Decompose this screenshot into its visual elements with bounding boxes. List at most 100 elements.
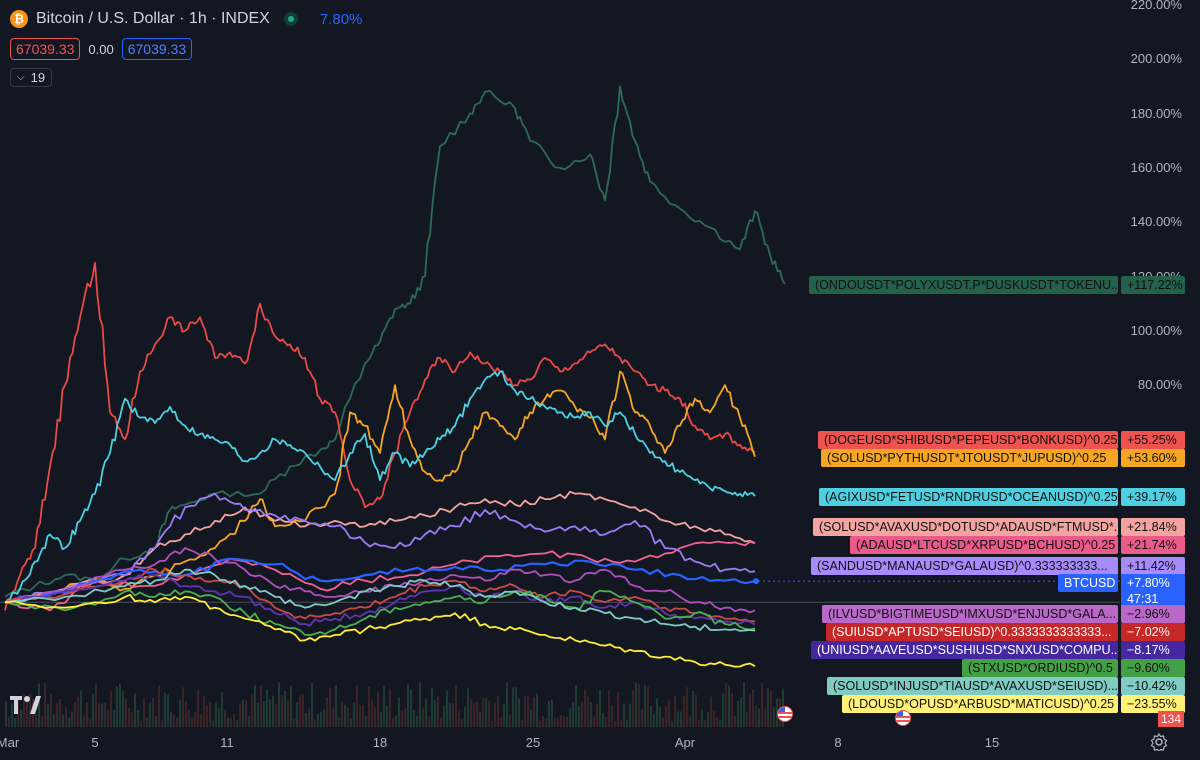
volume-bar — [140, 720, 142, 727]
volume-bar — [659, 707, 661, 727]
series-name-label[interactable]: (AGIXUSD*FETUSD*RNDRUSD*OCEANUSD)^0.25 — [819, 488, 1118, 506]
tradingview-logo-icon[interactable] — [10, 694, 46, 716]
volume-bar — [431, 687, 433, 727]
volume-bar — [161, 720, 163, 727]
volume-bar — [497, 696, 499, 727]
volume-bar — [581, 702, 583, 727]
volume-bar — [377, 691, 379, 727]
series-name-label[interactable]: (DOGEUSD*SHIBUSD*PEPEUSD*BONKUSD)^0.25 — [818, 431, 1118, 449]
volume-bar — [458, 711, 460, 727]
volume-bar — [524, 696, 526, 727]
series-value-label: +55.25% — [1121, 431, 1185, 449]
volume-bar — [710, 696, 712, 727]
series-name-label[interactable]: (ONDOUSDT*POLYXUSDT.P*DUSKUSDT*TOKENU... — [809, 276, 1118, 294]
series-line[interactable] — [4, 492, 756, 604]
volume-bar — [368, 686, 370, 727]
volume-bar — [8, 716, 10, 727]
volume-bar — [467, 688, 469, 727]
volume-bar — [227, 717, 229, 727]
us-flag-event-icon[interactable] — [777, 706, 793, 722]
series-line[interactable] — [4, 567, 756, 623]
indicators-toggle-button[interactable]: ⌵ 19 — [10, 68, 53, 87]
series-line[interactable] — [4, 540, 756, 612]
series-line[interactable] — [4, 589, 756, 636]
volume-bar — [59, 699, 61, 727]
series-value-label: −7.02% — [1121, 623, 1185, 641]
series-line[interactable] — [4, 370, 756, 605]
series-name-label[interactable]: (SOLUSD*AVAXUSD*DOTUSD*ADAUSD*FTMUSD*... — [813, 518, 1118, 536]
volume-bar — [503, 703, 505, 727]
volume-bar — [539, 720, 541, 727]
volume-bar — [41, 716, 43, 727]
volume-bar — [293, 718, 295, 727]
series-name-label[interactable]: (SUIUSD*APTUSD*SEIUSD)^0.3333333333333..… — [826, 623, 1118, 641]
price-row: 67039.33 0.00 67039.33 — [10, 38, 193, 60]
market-status-icon[interactable] — [283, 12, 298, 26]
volume-bar — [221, 692, 223, 727]
volume-bar — [257, 702, 259, 727]
volume-bar — [386, 705, 388, 727]
volume-bar — [461, 718, 463, 727]
series-name-label[interactable]: (SOLUSD*PYTHUSDT*JTOUSDT*JUPUSD)^0.25 — [821, 449, 1118, 467]
volume-bar — [383, 685, 385, 727]
series-name-label[interactable]: (LDOUSD*OPUSD*ARBUSD*MATICUSD)^0.25 — [842, 695, 1118, 713]
y-axis-tick-label: 100.00% — [1130, 322, 1182, 338]
series-name-label[interactable]: (ILVUSD*BIGTIMEUSD*IMXUSD*ENJUSD*GALA... — [822, 605, 1118, 623]
volume-bar — [713, 710, 715, 727]
symbol-title[interactable]: Bitcoin / U.S. Dollar · 1h · INDEX — [36, 10, 270, 27]
series-line[interactable] — [4, 568, 756, 632]
volume-bar — [29, 694, 31, 727]
volume-bar — [302, 693, 304, 727]
volume-bar — [758, 708, 760, 727]
settings-gear-icon[interactable] — [1150, 733, 1168, 751]
series-line[interactable] — [4, 261, 756, 611]
y-axis-tick-label: 160.00% — [1130, 159, 1182, 175]
volume-bar — [119, 683, 121, 727]
volume-bar — [629, 703, 631, 727]
volume-bar — [701, 709, 703, 727]
volume-bar — [98, 703, 100, 727]
volume-bar — [188, 709, 190, 727]
volume-bar — [482, 698, 484, 727]
series-line[interactable] — [4, 593, 756, 668]
volume-bar — [545, 718, 547, 727]
series-name-label[interactable]: (SANDUSD*MANAUSD*GALAUSD)^0.333333333... — [811, 557, 1118, 575]
y-axis-tick-label: 80.00% — [1137, 377, 1182, 393]
volume-bar — [446, 690, 448, 727]
volume-bar — [548, 701, 550, 727]
volume-bar — [371, 699, 373, 727]
series-name-label[interactable]: (UNIUSD*AAVEUSD*SUSHIUSD*SNXUSD*COMPU... — [811, 641, 1118, 659]
series-name-label[interactable]: (ADAUSD*LTCUSD*XRPUSD*BCHUSD)^0.25 — [850, 536, 1118, 554]
volume-bar — [602, 712, 604, 727]
volume-bar — [329, 687, 331, 727]
series-name-label[interactable]: (STXUSD*ORDIUSD)^0.5 — [962, 659, 1118, 677]
indicators-count: 19 — [30, 70, 46, 85]
volume-bar — [668, 700, 670, 727]
volume-bar — [428, 716, 430, 727]
volume-bar — [236, 719, 238, 727]
volume-bar — [716, 717, 718, 727]
volume-bar — [275, 703, 277, 727]
series-line[interactable] — [4, 490, 756, 604]
series-line[interactable] — [4, 547, 756, 614]
series-name-label[interactable]: (SOLUSD*INJUSD*TIAUSD*AVAXUSD*SEIUSD)... — [827, 677, 1118, 695]
volume-bar — [677, 711, 679, 727]
us-flag-event-icon[interactable] — [895, 710, 911, 726]
volume-bar — [278, 682, 280, 727]
series-line[interactable] — [4, 370, 756, 604]
volume-bar — [350, 718, 352, 727]
volume-bar — [578, 706, 580, 727]
series-line[interactable] — [4, 557, 756, 604]
volume-bar — [488, 701, 490, 727]
sell-price-button[interactable]: 67039.33 — [10, 38, 81, 60]
buy-price-button[interactable]: 67039.33 — [121, 38, 193, 60]
volume-bar — [719, 719, 721, 727]
series-name-label[interactable]: BTCUSD — [1058, 574, 1118, 592]
volume-bar — [152, 697, 154, 727]
series-line[interactable] — [4, 85, 786, 598]
volume-bar — [767, 687, 769, 727]
volume-bar — [224, 710, 226, 727]
volume-bar — [248, 716, 250, 727]
